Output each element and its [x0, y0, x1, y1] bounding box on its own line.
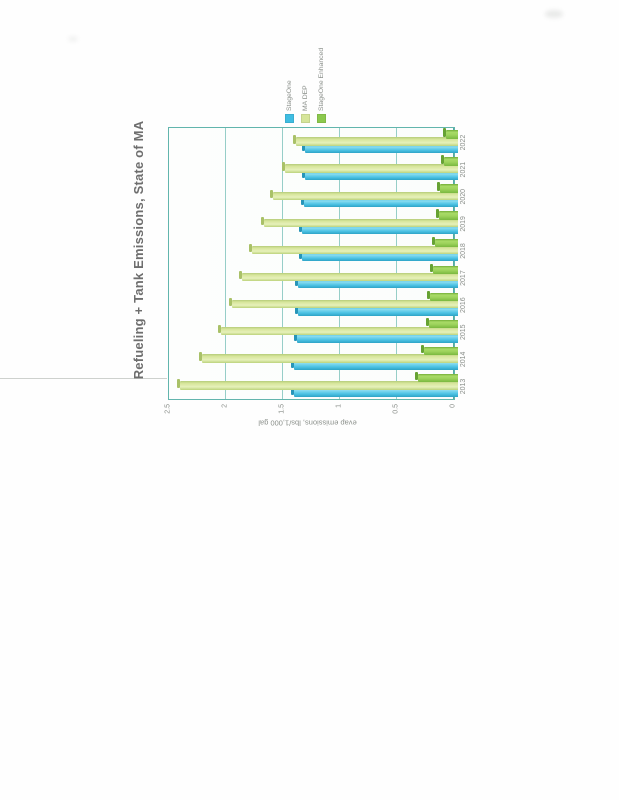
year-label-2020: 2020 — [460, 188, 467, 205]
bar-stageone-2019 — [302, 225, 458, 235]
bar-stageone-enhanced-2014 — [424, 346, 458, 356]
bar-ma-dep-2021 — [285, 164, 458, 173]
plot-area — [168, 127, 458, 400]
bar-stageone-enhanced-2017 — [433, 265, 458, 275]
scan-artifact-line — [0, 378, 167, 379]
year-label-2016: 2016 — [460, 297, 467, 313]
bar-ma-dep-2017 — [241, 272, 458, 282]
bar-stageone-2015 — [296, 334, 458, 343]
rotated-chart-figure: Refueling + Tank Emissions, State of MA … — [125, 48, 470, 440]
value-axis-title: evap emissions, lbs/1,000 gal — [258, 418, 357, 428]
bar-ma-dep-2020 — [272, 191, 458, 200]
bar-stageone-2021 — [304, 171, 458, 181]
legend-label: StageOne Enhanced — [318, 47, 325, 111]
bar-stageone-enhanced-2019 — [439, 211, 458, 220]
ytick-label-0.5: 0.5 — [392, 404, 400, 414]
bar-ma-dep-2022 — [295, 137, 458, 146]
year-label-2018: 2018 — [460, 243, 467, 259]
year-label-2019: 2019 — [460, 216, 467, 232]
bar-ma-dep-2016 — [231, 299, 458, 309]
year-label-2013: 2013 — [460, 378, 467, 395]
year-label-2014: 2014 — [460, 351, 467, 368]
legend-swatch-icon — [285, 114, 294, 123]
legend-item-stageone-enhanced: StageOne Enhanced — [317, 48, 326, 123]
ytick-label-1.5: 1.5 — [278, 404, 286, 414]
bar-stageone-2013 — [294, 388, 458, 397]
bar-stageone-enhanced-2013 — [417, 374, 458, 383]
scan-smudge — [545, 10, 563, 18]
bar-ma-dep-2015 — [221, 327, 458, 336]
chart-title: Refueling + Tank Emissions, State of MA — [131, 120, 146, 380]
legend-label: StageOne — [286, 80, 293, 111]
year-label-2021: 2021 — [460, 161, 467, 178]
bar-stageone-2017 — [297, 280, 458, 289]
bar-stageone-2020 — [303, 198, 458, 208]
bar-stageone-2018 — [302, 252, 458, 262]
ytick-label-2.5: 2.5 — [164, 404, 172, 414]
bar-stageone-2022 — [304, 144, 458, 153]
bar-stageone-enhanced-2020 — [440, 184, 458, 193]
bar-stageone-2016 — [297, 307, 458, 316]
bar-stageone-enhanced-2016 — [430, 292, 458, 302]
legend-item-ma-dep: MA DEP — [301, 53, 310, 123]
bar-ma-dep-2019 — [263, 218, 458, 228]
year-label-2022: 2022 — [460, 134, 467, 151]
bar-stageone-2014 — [294, 361, 458, 370]
year-label-2017: 2017 — [460, 270, 467, 286]
legend-swatch-icon — [317, 114, 326, 123]
legend-label: MA DEP — [302, 85, 309, 111]
legend-item-stageone: StageOne — [285, 53, 294, 123]
bar-ma-dep-2014 — [202, 354, 458, 363]
year-label-2015: 2015 — [460, 324, 467, 341]
bar-stageone-enhanced-2018 — [434, 238, 458, 247]
legend: StageOne MA DEP StageOne Enhanced — [285, 48, 333, 123]
bar-stageone-enhanced-2015 — [428, 319, 458, 329]
ytick-label-2: 2 — [221, 404, 229, 408]
legend-swatch-icon — [301, 114, 310, 123]
bar-ma-dep-2013 — [180, 381, 458, 390]
ytick-label-1: 1 — [335, 404, 343, 408]
scan-smudge — [68, 36, 78, 42]
ytick-label-0: 0 — [449, 404, 457, 408]
bar-stageone-enhanced-2022 — [446, 130, 458, 139]
bar-ma-dep-2018 — [252, 245, 458, 255]
bar-stageone-enhanced-2021 — [443, 157, 458, 166]
